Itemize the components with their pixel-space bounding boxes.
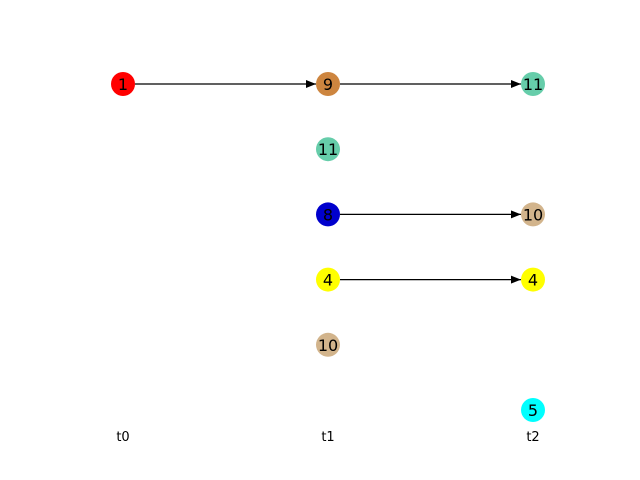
- graph-node: 4: [521, 267, 545, 292]
- node-label: 11: [523, 75, 543, 94]
- node-label: 10: [523, 205, 543, 224]
- node-label: 8: [323, 205, 333, 224]
- node-label: 4: [323, 271, 333, 290]
- node-circle: [316, 202, 340, 227]
- graph-node: 11: [316, 137, 340, 162]
- node-circle: [316, 267, 340, 292]
- graph-node: 9: [316, 72, 340, 96]
- column-labels: t0 t1 t2: [116, 430, 539, 445]
- graph-node: 8: [316, 202, 340, 227]
- node-label: 4: [528, 271, 538, 290]
- graph-node: 1: [111, 72, 135, 96]
- graph-node: 11: [521, 72, 545, 96]
- node-label: 11: [318, 140, 338, 159]
- graph-node: 4: [316, 267, 340, 292]
- node-label: 10: [318, 336, 338, 355]
- node-circle: [316, 332, 340, 357]
- edges-layer: [135, 80, 521, 284]
- node-label: 9: [323, 75, 333, 94]
- node-circle: [316, 137, 340, 162]
- graph-node: 5: [521, 398, 545, 422]
- node-circle: [521, 398, 545, 422]
- node-circle: [521, 202, 545, 227]
- graph-node: 10: [521, 202, 545, 227]
- node-circle: [316, 72, 340, 96]
- nodes-layer: 1 9 11 11 8 10 4 4 10 5: [111, 72, 545, 422]
- node-circle: [111, 72, 135, 96]
- column-label: t1: [321, 430, 334, 445]
- node-label: 5: [528, 401, 538, 420]
- node-label: 1: [118, 75, 128, 94]
- column-label: t0: [116, 430, 129, 445]
- graph-node: 10: [316, 332, 340, 357]
- column-label: t2: [526, 430, 539, 445]
- node-circle: [521, 267, 545, 292]
- node-circle: [521, 72, 545, 96]
